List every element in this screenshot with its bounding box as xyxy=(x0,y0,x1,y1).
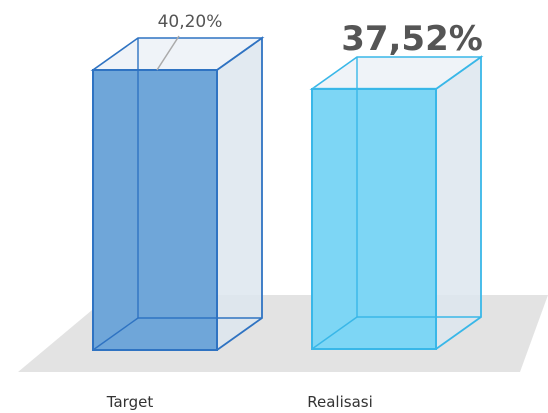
bar-realisasi xyxy=(309,55,484,350)
realisasi-outline-side xyxy=(435,55,482,350)
realisasi-edge xyxy=(311,316,358,350)
target-container-side xyxy=(217,38,262,350)
category-label-target: Target xyxy=(106,393,154,411)
value-label-realisasi: 37,52% xyxy=(341,19,483,59)
target-outline-side xyxy=(216,36,263,351)
target-leader-line xyxy=(156,35,180,71)
realisasi-container-side xyxy=(436,57,481,349)
category-label-realisasi: Realisasi xyxy=(307,393,373,411)
target-outline-front xyxy=(92,69,218,351)
bar-target xyxy=(90,35,265,351)
realisasi-fill-front xyxy=(312,87,436,349)
realisasi-outline-front xyxy=(311,88,437,350)
target-edge xyxy=(92,317,139,351)
value-label-target: 40,20% xyxy=(158,12,223,32)
target-fill-front xyxy=(93,70,217,350)
